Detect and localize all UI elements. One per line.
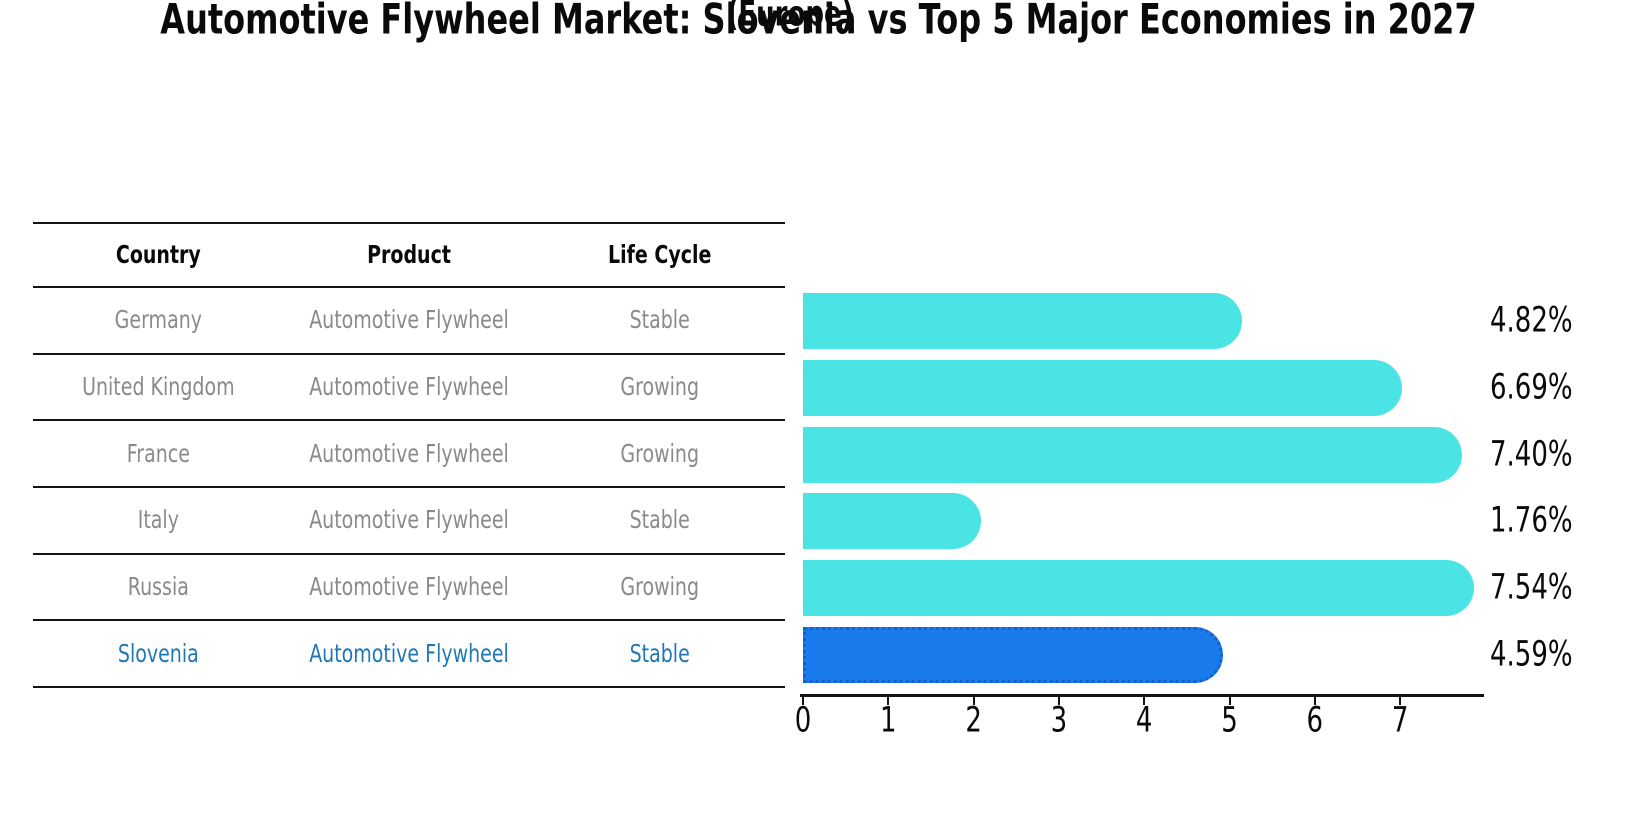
x-axis-tick-label-1: 1 [863, 701, 913, 741]
product-cell: Automotive Flywheel [284, 555, 535, 620]
x-axis-tick-6 [1313, 696, 1316, 705]
life-cycle-value: Growing [620, 572, 700, 602]
life-cycle-cell: Stable [534, 488, 785, 553]
value-label-united-kingdom: 6.69% [1490, 367, 1573, 409]
column-header-life-cycle: Life Cycle [534, 224, 785, 286]
x-axis-tick-label-text: 2 [965, 701, 982, 741]
x-axis-tick-label-4: 4 [1119, 701, 1169, 741]
bar-russia [803, 560, 1475, 616]
x-axis-tick-label-5: 5 [1205, 701, 1255, 741]
country-cell: Russia [33, 555, 284, 620]
bar-germany [803, 293, 1243, 350]
value-label-russia: 7.54% [1490, 567, 1573, 609]
table-row-italy: Italy Automotive Flywheel Stable [33, 488, 785, 555]
x-axis-tick-label-0: 0 [778, 701, 828, 741]
product-cell: Automotive Flywheel [284, 355, 535, 420]
x-axis-tick-1 [887, 696, 890, 705]
x-axis-tick-5 [1228, 696, 1231, 705]
life-cycle-value: Stable [629, 505, 690, 535]
product-cell: Automotive Flywheel [284, 621, 535, 686]
life-cycle-cell: Growing [534, 555, 785, 620]
x-axis-tick-7 [1399, 696, 1402, 705]
x-axis-tick-label-7: 7 [1375, 701, 1425, 741]
country-value: Germany [114, 305, 202, 335]
life-cycle-cell: Growing [534, 355, 785, 420]
x-axis-tick-label-text: 7 [1391, 701, 1409, 741]
x-axis-tick-label-3: 3 [1034, 701, 1084, 741]
x-axis-tick-label-text: 3 [1050, 701, 1068, 741]
value-label-text: 1.76% [1490, 501, 1573, 542]
chart-title-text: Automotive Flywheel Market: Slovenia vs … [160, 0, 1477, 45]
product-value: Automotive Flywheel [309, 639, 509, 669]
country-value: France [126, 439, 190, 469]
product-value: Automotive Flywheel [309, 572, 509, 602]
country-value: Slovenia [117, 639, 199, 669]
country-cell: Slovenia [33, 621, 284, 686]
value-label-text: 4.59% [1490, 634, 1573, 675]
country-cell: France [33, 421, 284, 486]
x-axis-tick-0 [802, 696, 804, 705]
country-value: Italy [137, 505, 179, 535]
value-label-text: 4.82% [1490, 301, 1573, 342]
column-header-label: Country [115, 240, 201, 270]
x-axis-tick-label-text: 0 [794, 701, 812, 741]
column-header-label: Life Cycle [607, 240, 712, 270]
bar-slovenia [803, 626, 1223, 683]
product-value: Automotive Flywheel [309, 372, 509, 402]
table-row-germany: Germany Automotive Flywheel Stable [33, 288, 785, 355]
bar-italy [803, 493, 982, 550]
x-axis-tick-label-text: 4 [1135, 701, 1153, 741]
x-axis-tick-label-text: 1 [880, 701, 897, 741]
country-value: United Kingdom [82, 372, 235, 402]
country-cell: Italy [33, 488, 284, 553]
x-axis-tick-label-2: 2 [949, 701, 999, 741]
x-axis-tick-label-text: 6 [1306, 701, 1324, 741]
chart-title: Automotive Flywheel Market: Slovenia vs … [0, 0, 1637, 44]
country-table: Country Product Life Cycle Germany Automotiv… [33, 222, 785, 688]
chart-subtitle: (Europe) [0, 0, 1580, 35]
table-row-france: France Automotive Flywheel Growing [33, 421, 785, 488]
table-row-united-kingdom: United Kingdom Automotive Flywheel Growing [33, 355, 785, 422]
chart-subtitle-text: (Europe) [726, 0, 854, 35]
x-axis-tick-3 [1057, 696, 1060, 705]
column-header-label: Product [367, 240, 451, 270]
table-row-russia: Russia Automotive Flywheel Growing [33, 555, 785, 622]
bar-france [803, 426, 1463, 483]
x-axis-tick-2 [972, 696, 975, 705]
product-value: Automotive Flywheel [309, 305, 509, 335]
product-cell: Automotive Flywheel [284, 421, 535, 486]
value-label-text: 7.40% [1490, 434, 1573, 475]
value-label-text: 7.54% [1490, 568, 1573, 608]
x-axis-line [800, 694, 1484, 697]
x-axis-tick-4 [1143, 696, 1146, 705]
country-cell: United Kingdom [33, 355, 284, 420]
life-cycle-value: Growing [620, 372, 700, 402]
x-axis-tick-label-6: 6 [1290, 701, 1340, 741]
bar-united-kingdom [803, 360, 1402, 416]
column-header-product: Product [284, 224, 535, 286]
value-label-slovenia: 4.59% [1490, 634, 1573, 676]
column-header-country: Country [33, 224, 284, 286]
life-cycle-cell: Stable [534, 288, 785, 353]
product-cell: Automotive Flywheel [284, 488, 535, 553]
value-label-france: 7.40% [1490, 434, 1573, 476]
country-cell: Germany [33, 288, 284, 353]
life-cycle-value: Stable [629, 305, 690, 335]
life-cycle-cell: Stable [534, 621, 785, 686]
value-label-germany: 4.82% [1490, 300, 1573, 342]
value-label-italy: 1.76% [1490, 500, 1573, 542]
product-value: Automotive Flywheel [309, 439, 509, 469]
life-cycle-cell: Growing [534, 421, 785, 486]
value-label-text: 6.69% [1490, 368, 1573, 408]
country-value: Russia [127, 572, 189, 602]
product-value: Automotive Flywheel [309, 505, 509, 535]
table-header-row: Country Product Life Cycle [33, 222, 785, 288]
x-axis-tick-label-text: 5 [1221, 701, 1238, 741]
product-cell: Automotive Flywheel [284, 288, 535, 353]
life-cycle-value: Growing [620, 439, 700, 469]
life-cycle-value: Stable [629, 639, 690, 669]
table-row-slovenia: Slovenia Automotive Flywheel Stable [33, 621, 785, 688]
